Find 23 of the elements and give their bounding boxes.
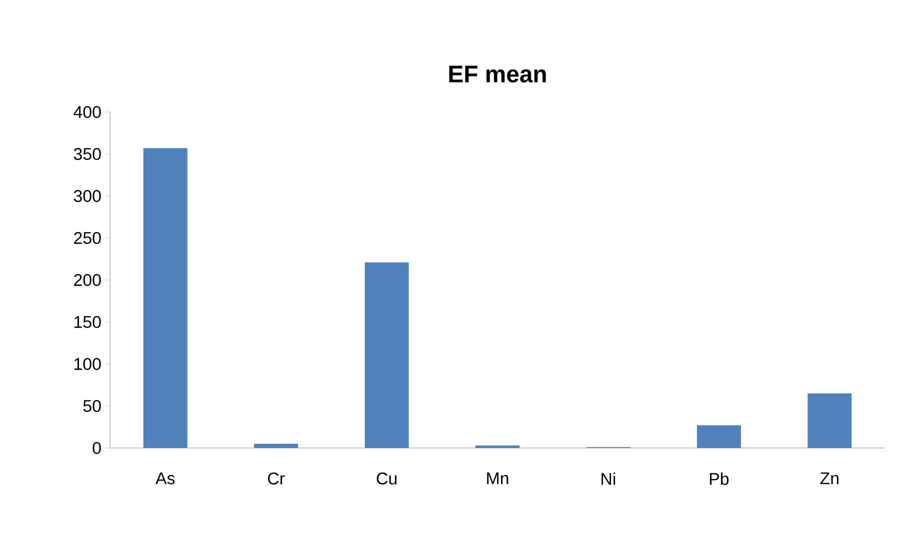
x-tick-label: Cu	[376, 472, 396, 484]
bar	[254, 444, 298, 448]
y-tick-label: 250	[74, 232, 101, 244]
x-tick-label: Cr	[268, 472, 285, 484]
bar	[364, 262, 409, 448]
bar	[476, 445, 520, 448]
y-tick-label: 100	[74, 358, 101, 370]
y-tick-label: 400	[74, 106, 101, 118]
y-tick-label: 150	[74, 316, 101, 328]
y-tick-label: 350	[74, 148, 101, 160]
x-tick-label: Pb	[710, 472, 729, 485]
bar	[143, 148, 188, 448]
bar	[808, 393, 852, 448]
y-tick-label: 50	[83, 400, 101, 412]
x-tick-label: Mn	[487, 472, 508, 484]
chart-title: EF mean	[449, 66, 546, 82]
x-tick-label: Ni	[602, 472, 616, 485]
y-tick-label: 0	[92, 442, 101, 454]
bar	[696, 425, 741, 448]
x-tick-label: As	[156, 472, 175, 484]
x-tick-label: Zn	[820, 472, 838, 484]
y-tick-label: 200	[74, 274, 101, 286]
y-tick-label: 300	[74, 190, 101, 202]
